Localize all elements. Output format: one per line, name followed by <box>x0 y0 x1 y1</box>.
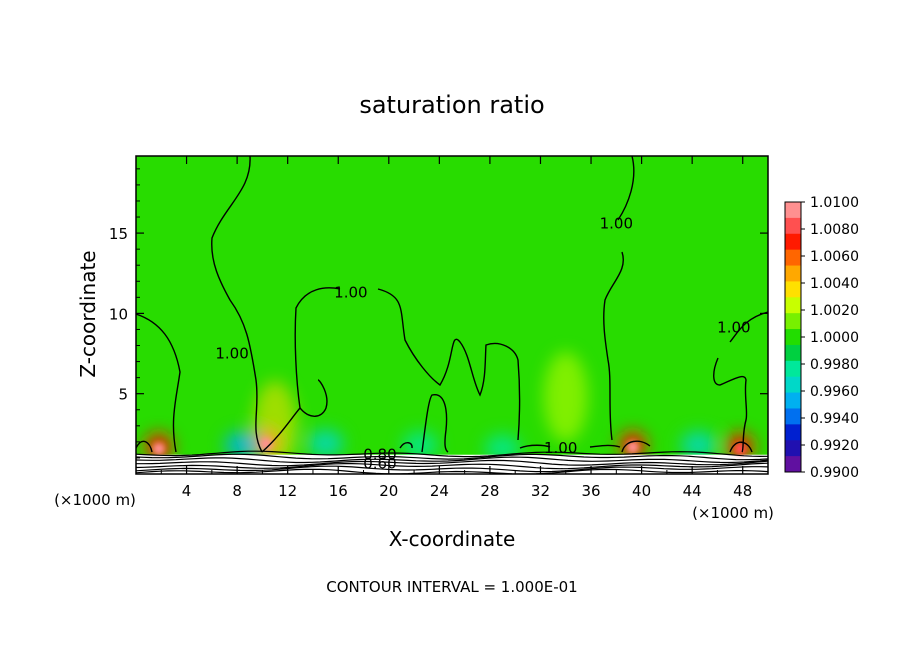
plot-area: 1.00 1.00 1.00 1.00 1.00 0.800.60 <box>136 156 768 474</box>
colorbar-label: 1.0060 <box>810 249 859 265</box>
colorbar-label: 0.9940 <box>810 411 859 427</box>
y-tick-label: 15 <box>109 225 128 243</box>
saturation-coolspot <box>307 429 344 458</box>
contour-line-1.00 <box>519 444 621 449</box>
contour-label: 1.00 <box>600 214 633 232</box>
colorbar-label: 1.0020 <box>810 303 859 319</box>
contour-label: 1.00 <box>544 439 577 457</box>
y-axis-ticks: 5 10 15 <box>109 168 768 459</box>
contour-line-1.00 <box>603 251 624 441</box>
contour-line-1.00 <box>617 156 635 221</box>
surface-contour-line <box>136 465 768 473</box>
colorbar-swatch <box>785 360 801 378</box>
colorbar-swatch <box>785 408 801 425</box>
contour-line-1.00 <box>399 442 413 449</box>
saturation-coolspot <box>402 431 439 460</box>
contour-line-1.00 <box>299 379 328 417</box>
colorbar-swatch <box>785 249 801 267</box>
x-tick-label: 40 <box>632 482 651 500</box>
x-axis-label: X-coordinate <box>389 527 516 551</box>
colorbar-label: 0.9980 <box>810 357 859 373</box>
contour-line-1.00 <box>729 441 753 453</box>
saturation-peak <box>734 442 747 455</box>
colorbar-swatch <box>785 202 801 219</box>
x-axis-ticks: 4 8 12 16 20 24 28 32 36 40 44 48 <box>160 156 752 500</box>
x-tick-label: 20 <box>379 482 398 500</box>
surface-contour-line <box>136 453 768 461</box>
colorbar-swatch <box>785 440 801 457</box>
surface-contour-line <box>136 459 768 467</box>
x-tick-label: 44 <box>683 482 702 500</box>
x-tick-label: 12 <box>278 482 297 500</box>
contour-line-1.00 <box>713 357 748 453</box>
contour-line-1.00 <box>136 313 181 453</box>
contour-line-1.00 <box>421 394 449 453</box>
field-background <box>136 156 768 474</box>
contour-label: 1.00 <box>717 319 750 337</box>
x-tick-label: 24 <box>430 482 449 500</box>
colorbar-swatch <box>785 329 801 346</box>
contour-line-1.00 <box>377 288 521 441</box>
colorbar-swatch <box>785 281 801 298</box>
colorbar-label: 1.0000 <box>810 330 859 346</box>
contour-interval-footer: CONTOUR INTERVAL = 1.000E-01 <box>326 578 577 596</box>
x-tick-label: 4 <box>182 482 192 500</box>
x-tick-label: 28 <box>480 482 499 500</box>
surface-contour-line <box>136 468 768 474</box>
x-tick-label: 36 <box>581 482 600 500</box>
chart-title: saturation ratio <box>359 91 544 119</box>
contour-line-1.00 <box>261 287 341 453</box>
colorbar-swatch <box>785 233 801 251</box>
x-tick-label: 16 <box>329 482 348 500</box>
surface-contour-line <box>136 450 768 458</box>
colorbar-label: 1.0080 <box>810 222 859 238</box>
contour-label: 1.00 <box>215 344 248 362</box>
saturation-peak <box>626 441 639 454</box>
colorbar-swatch <box>785 376 801 394</box>
surface-contour-bundle <box>136 450 768 474</box>
contour-line-1.00 <box>136 440 153 453</box>
colorbar-swatch <box>785 265 801 282</box>
colorbar-swatch <box>785 344 801 362</box>
saturation-hotspot <box>543 351 588 442</box>
colorbar-swatch <box>785 392 801 409</box>
colorbar-label: 1.0100 <box>810 195 859 211</box>
contour-line-1.00 <box>621 440 651 453</box>
colorbar-swatch <box>785 424 801 441</box>
saturation-peak <box>152 442 165 455</box>
contour-label: 0.60 <box>363 454 396 472</box>
contour-labels: 1.00 1.00 1.00 1.00 1.00 0.800.60 <box>215 214 750 472</box>
x-tick-label: 48 <box>733 482 752 500</box>
y-tick-label: 10 <box>109 305 128 323</box>
contour-label: 0.80 <box>363 446 396 464</box>
x-tick-label: 8 <box>232 482 242 500</box>
colorbar-swatch <box>785 297 801 314</box>
plot-frame <box>135 155 769 475</box>
x-unit-left: (×1000 m) <box>54 491 136 509</box>
colorbar-label: 1.0040 <box>810 276 859 292</box>
colorbar-swatch <box>785 313 801 330</box>
contour-label: 1.00 <box>334 283 367 301</box>
x-unit-right: (×1000 m) <box>692 504 774 522</box>
x-tick-label: 32 <box>531 482 550 500</box>
colorbar-label: 0.9960 <box>810 384 859 400</box>
y-axis-label: Z-coordinate <box>76 250 100 377</box>
colorbar: 1.0100 1.0080 1.0060 1.0040 1.0020 1.0000 0.99… <box>784 195 859 481</box>
surface-contour-line <box>136 456 768 464</box>
surface-contour-line <box>136 462 768 470</box>
contour-line-1.00 <box>211 156 263 453</box>
colorbar-label: 0.9900 <box>810 465 859 481</box>
saturation-peak <box>260 437 273 450</box>
y-tick-label: 5 <box>118 386 128 404</box>
colorbar-swatch <box>785 217 801 235</box>
contour-lines <box>136 156 768 474</box>
colorbar-swatch <box>785 456 801 473</box>
colorbar-label: 0.9920 <box>810 438 859 454</box>
